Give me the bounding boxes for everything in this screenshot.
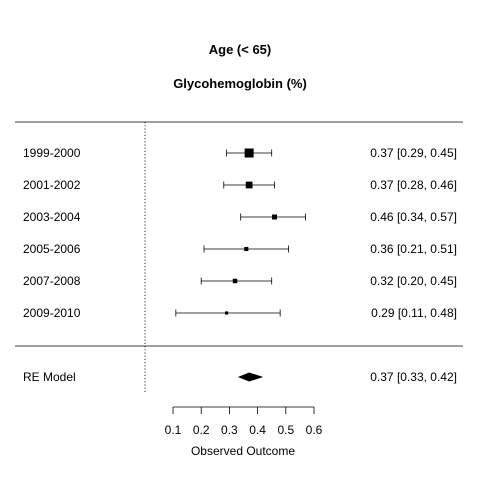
chart-subtitle: Glycohemoglobin (%)	[173, 76, 307, 91]
study-label: 2001-2002	[23, 178, 81, 192]
summary-estimate-text: 0.37 [0.33, 0.42]	[370, 370, 457, 384]
estimate-ci-text: 0.29 [0.11, 0.48]	[371, 306, 457, 320]
point-estimate-marker	[272, 214, 277, 220]
point-estimate-marker	[225, 311, 229, 315]
study-label: 2009-2010	[23, 306, 81, 320]
x-tick-label: 0.6	[306, 423, 323, 437]
x-axis: 0.1 0.2 0.3 0.4 0.5 0.6	[165, 406, 323, 437]
estimate-ci-text: 0.32 [0.20, 0.45]	[370, 274, 457, 288]
point-estimate-marker	[244, 148, 254, 158]
study-rows: 1999-2000 0.37 [0.29, 0.45] 2001-2002 0.37 …	[23, 146, 457, 320]
study-row: 2007-2008 0.32 [0.20, 0.45]	[23, 274, 457, 288]
summary-diamond	[237, 372, 264, 382]
study-row: 2003-2004 0.46 [0.34, 0.57]	[23, 210, 457, 224]
study-label: 1999-2000	[23, 146, 81, 160]
point-estimate-marker	[244, 246, 249, 252]
estimate-ci-text: 0.37 [0.29, 0.45]	[370, 146, 457, 160]
x-tick-label: 0.1	[165, 423, 182, 437]
x-tick-label: 0.5	[277, 423, 294, 437]
study-row: 2005-2006 0.36 [0.21, 0.51]	[23, 242, 457, 256]
estimate-ci-text: 0.37 [0.28, 0.46]	[370, 178, 457, 192]
point-estimate-marker	[245, 181, 253, 189]
study-row: 1999-2000 0.37 [0.29, 0.45]	[23, 146, 457, 160]
estimate-ci-text: 0.36 [0.21, 0.51]	[370, 242, 457, 256]
study-row: 2001-2002 0.37 [0.28, 0.46]	[23, 178, 457, 192]
point-estimate-marker	[232, 278, 238, 284]
study-row: 2009-2010 0.29 [0.11, 0.48]	[23, 306, 457, 320]
x-tick-label: 0.3	[221, 423, 238, 437]
estimate-ci-text: 0.46 [0.34, 0.57]	[370, 210, 457, 224]
chart-title: Age (< 65)	[209, 42, 272, 57]
x-axis-label: Observed Outcome	[191, 444, 295, 458]
summary-row: RE Model 0.37 [0.33, 0.42]	[23, 370, 457, 384]
study-label: 2007-2008	[23, 274, 81, 288]
study-label: 2005-2006	[23, 242, 81, 256]
x-tick-label: 0.4	[249, 423, 266, 437]
summary-label: RE Model	[23, 370, 76, 384]
x-tick-label: 0.2	[193, 423, 210, 437]
study-label: 2003-2004	[23, 210, 81, 224]
